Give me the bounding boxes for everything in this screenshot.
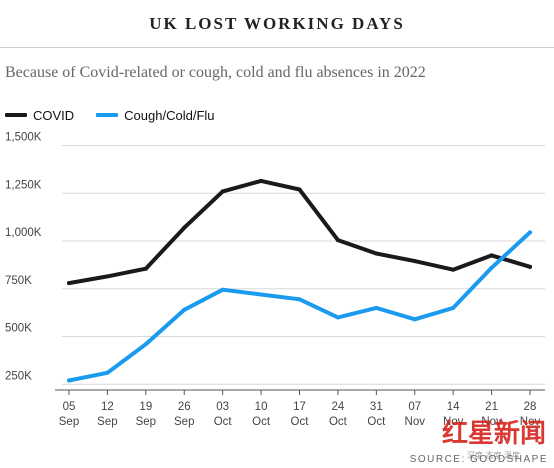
x-tick-label-day-4: 03 <box>216 401 229 413</box>
x-tick-label-month-0: Sep <box>59 416 79 428</box>
legend-item-covid: COVID <box>5 108 74 123</box>
data-point-cough-cold-flu-7 <box>335 315 340 320</box>
x-tick-label-month-5: Oct <box>252 416 271 428</box>
line-chart: 250K 500K 750K 1,000K 1,250K 1,500K 05 Sep 12 Sep… <box>5 132 545 428</box>
data-point-covid-1 <box>105 274 110 279</box>
x-tick-label-month-12: Nov <box>520 416 541 428</box>
x-tick-label-month-10: Nov <box>443 416 464 428</box>
chart-subtitle: Because of Covid-related or cough, cold … <box>5 64 426 81</box>
data-point-covid-0 <box>67 281 71 286</box>
data-point-covid-3 <box>182 225 187 230</box>
series-line-covid <box>67 178 532 286</box>
x-tick-label-month-11: Nov <box>481 416 502 428</box>
source-note: SOURCE: GOODSHAPE <box>409 454 548 465</box>
data-point-cough-cold-flu-6 <box>297 297 302 302</box>
x-tick-label-day-5: 10 <box>255 401 268 413</box>
x-tick-label-day-3: 26 <box>178 401 191 413</box>
x-tick-label-month-9: Nov <box>405 416 426 428</box>
x-tick-label-month-1: Sep <box>97 416 117 428</box>
data-point-cough-cold-flu-10 <box>451 305 456 310</box>
x-tick-label-day-10: 14 <box>447 401 460 413</box>
x-tick-label-day-0: 05 <box>63 401 76 413</box>
data-point-covid-12 <box>528 264 532 269</box>
x-tick-label-month-8: Oct <box>367 416 386 428</box>
chart-legend: COVID Cough/Cold/Flu <box>5 106 237 124</box>
data-point-cough-cold-flu-11 <box>489 265 494 270</box>
data-point-cough-cold-flu-3 <box>182 307 187 312</box>
watermark-logo: 红星新闻 <box>441 419 546 449</box>
watermark-tagline: 深度 态度 温度 <box>466 451 520 460</box>
series-line-cough-cold-flu <box>67 230 532 383</box>
x-tick-label-day-8: 31 <box>370 401 383 413</box>
x-tick-label-day-12: 28 <box>524 401 537 413</box>
x-tick-label-day-6: 17 <box>293 401 306 413</box>
data-point-covid-11 <box>489 253 494 258</box>
data-point-covid-4 <box>220 189 225 194</box>
legend-label-covid: COVID <box>33 107 75 123</box>
y-tick-label-250: 250K <box>5 370 32 382</box>
x-tick-label-month-3: Sep <box>174 416 194 428</box>
legend-label-cough-cold-flu: Cough/Cold/Flu <box>124 107 215 123</box>
data-point-covid-6 <box>297 187 302 192</box>
data-point-covid-10 <box>451 267 456 272</box>
data-point-cough-cold-flu-12 <box>528 230 532 235</box>
x-tick-label-month-4: Oct <box>214 416 233 428</box>
y-tick-label-1500: 1,500K <box>5 132 42 144</box>
data-point-cough-cold-flu-8 <box>374 305 379 310</box>
y-tick-label-1250: 1,250K <box>5 179 42 191</box>
legend-swatch-cough-cold-flu <box>96 113 119 117</box>
chart-title: UK LOST WORKING DAYS <box>149 14 405 33</box>
data-point-cough-cold-flu-2 <box>143 342 148 347</box>
legend-item-cough-cold-flu: Cough/Cold/Flu <box>96 107 215 123</box>
data-point-covid-8 <box>374 251 379 256</box>
data-point-covid-9 <box>412 259 417 264</box>
data-point-cough-cold-flu-4 <box>220 287 225 292</box>
data-point-cough-cold-flu-0 <box>67 378 71 383</box>
x-tick-label-month-7: Oct <box>329 416 348 428</box>
x-tick-label-day-7: 24 <box>332 401 345 413</box>
data-point-covid-5 <box>259 178 264 183</box>
legend-swatch-covid <box>5 113 27 117</box>
data-point-cough-cold-flu-1 <box>105 370 110 375</box>
title-divider <box>0 47 554 48</box>
x-tick-label-day-1: 12 <box>101 401 114 413</box>
x-tick-label-month-6: Oct <box>291 416 310 428</box>
y-tick-label-750: 750K <box>5 275 32 287</box>
x-tick-label-month-2: Sep <box>136 416 156 428</box>
data-point-cough-cold-flu-9 <box>412 317 417 322</box>
y-tick-label-1000: 1,000K <box>5 227 42 239</box>
x-tick-label-day-2: 19 <box>139 401 152 413</box>
y-tick-label-500: 500K <box>5 323 32 335</box>
data-point-covid-2 <box>143 266 148 271</box>
x-tick-label-day-11: 21 <box>485 401 498 413</box>
data-point-cough-cold-flu-5 <box>259 292 264 297</box>
data-point-covid-7 <box>335 238 340 243</box>
x-tick-label-day-9: 07 <box>408 401 421 413</box>
